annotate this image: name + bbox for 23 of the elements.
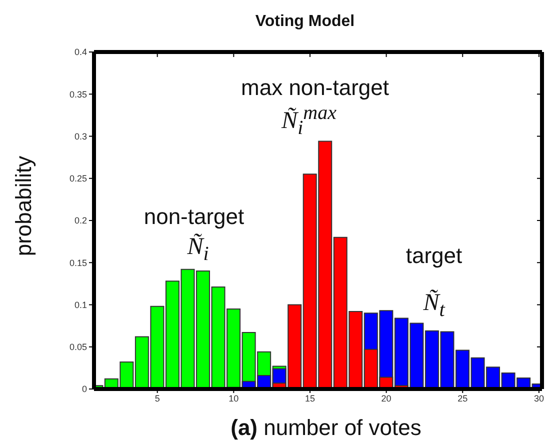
y-tick-label: 0.4 [74,47,87,58]
y-tick-label: 0.1 [74,300,87,310]
x-tick-label: 5 [154,393,160,404]
annotation: Ñ$_{i}$ [187,234,209,266]
y-tick-label: 0.05 [69,342,87,352]
x-tick-label: 10 [228,393,239,404]
text: target [406,243,462,269]
y-axis-title: probability [11,156,37,256]
y-tick-label: 0.35 [69,89,87,100]
y-tick-label: 0 [82,384,87,394]
text: non-target [144,204,244,230]
x-tick-label: 30 [534,393,544,404]
y-tick-label: 0.25 [69,174,87,184]
x-tick-label: 20 [381,393,392,404]
chart-title: Voting Model [255,13,355,31]
y-tick-label: 0.3 [74,131,87,142]
x-axis-title: (a) number of votes [230,415,422,440]
y-tick-label: 0.15 [69,258,87,268]
x-tick-label: 15 [304,393,315,404]
y-tick-label: 0.2 [74,216,87,226]
text: max non-target [241,75,389,101]
x-tick-label: 25 [458,393,468,404]
annotation: Ñ$_{t}$ [423,290,445,322]
